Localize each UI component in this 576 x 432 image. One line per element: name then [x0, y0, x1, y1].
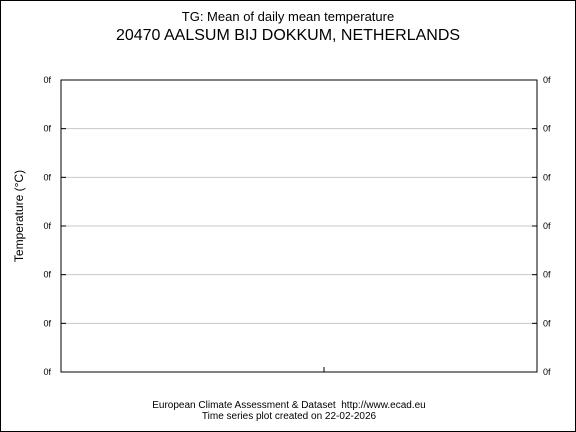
grid-lines [61, 128, 537, 324]
right-tick-labels: 0f 0f 0f 0f 0f 0f 0f [532, 75, 551, 377]
left-tick-labels: 0f 0f 0f 0f 0f 0f 0f [43, 75, 66, 377]
y-tick-label-right: 0f [543, 124, 551, 134]
footer-created: Time series plot created on 22-02-2026 [201, 411, 377, 422]
y-tick-label-left: 0f [43, 124, 51, 134]
y-tick-label-left: 0f [43, 172, 51, 182]
y-tick-label-left: 0f [43, 270, 51, 280]
y-tick-label-right: 0f [543, 75, 551, 85]
y-tick-label-right: 0f [543, 367, 551, 377]
y-tick-label-right: 0f [543, 221, 551, 231]
y-tick-label-left: 0f [43, 75, 51, 85]
y-tick-label-right: 0f [543, 172, 551, 182]
chart-subtitle: 20470 AALSUM BIJ DOKKUM, NETHERLANDS [115, 27, 461, 44]
y-tick-label-left: 0f [43, 318, 51, 328]
y-tick-label-right: 0f [543, 270, 551, 280]
y-tick-label-right: 0f [543, 318, 551, 328]
y-tick-label-left: 0f [43, 221, 51, 231]
chart-title: TG: Mean of daily mean temperature [181, 9, 395, 24]
footer-source: European Climate Assessment & Dataset ht… [152, 400, 426, 411]
y-tick-label-left: 0f [43, 367, 51, 377]
